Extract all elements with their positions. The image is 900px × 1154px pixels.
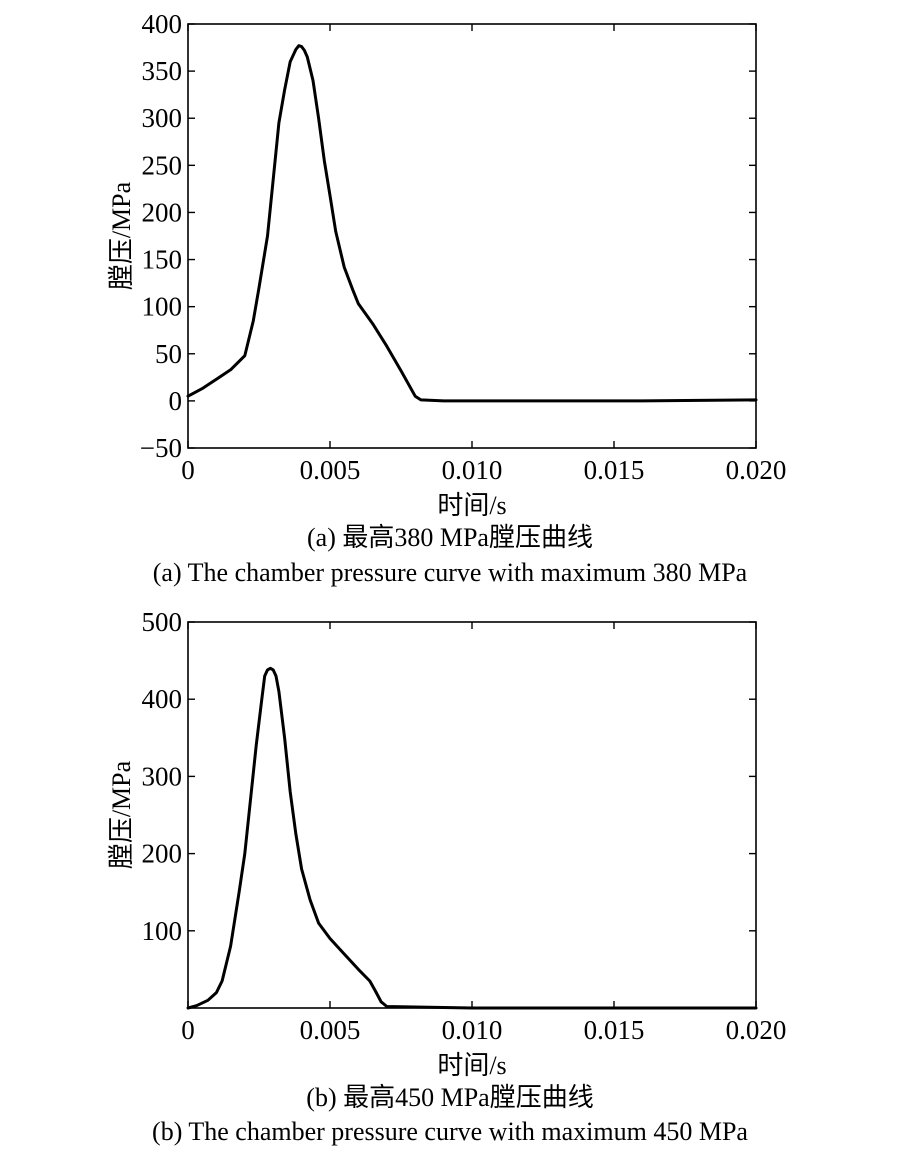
x-tick-label: 0.020 [726,455,787,485]
x-tick-label: 0 [181,455,195,485]
y-tick-label: 250 [142,150,183,180]
x-tick-label: 0 [181,1015,195,1045]
caption-b-english: (b) The chamber pressure curve with maxi… [152,1117,748,1146]
chart-panel-a: 0 0.005 0.010 0.015 0.020 −50 0 50 100 150 200 250 3… [107,9,787,587]
caption-a-chinese: (a) 最高380 MPa膛压曲线 [307,523,593,552]
y-tick-label: 200 [142,839,183,869]
y-tick-label: 100 [142,916,183,946]
y-tick-label: 150 [142,245,183,275]
caption-a-english: (a) The chamber pressure curve with maxi… [152,558,748,587]
pressure-curve [186,666,758,1010]
y-tick-label: −50 [140,433,182,463]
x-tick-label: 0.010 [442,455,503,485]
chart-panel-b: 0 0.005 0.010 0.015 0.020 100 200 300 400 500 时间/s… [0,600,900,1154]
plot-frame [187,23,757,449]
y-tick-label: 100 [142,292,183,322]
x-axis-label: 时间/s [437,1051,506,1080]
plot-frame [187,621,757,1009]
chart-a: 0 0.005 0.010 0.015 0.020−500501001502002503… [107,9,787,520]
x-tick-label: 0.015 [584,1015,645,1045]
y-tick-label: 300 [142,103,183,133]
y-tick-label: 200 [142,197,183,227]
y-axis-label: 膛压/MPa [107,760,136,869]
x-tick-label: 0.005 [300,1015,361,1045]
x-axis-label: 时间/s [437,491,506,520]
y-axis-label: 膛压/MPa [107,181,136,290]
y-tick-label: 400 [142,684,183,714]
y-tick-label: 400 [142,9,183,39]
x-tick-label: 0.015 [584,455,645,485]
y-tick-label: 300 [142,761,183,791]
y-tick-label: 0 [169,386,183,416]
y-tick-label: 350 [142,56,183,86]
x-tick-label: 0.010 [442,1015,503,1045]
pressure-curve [186,44,758,403]
y-tick-label: 500 [142,607,183,637]
y-tick-label: 50 [155,339,182,369]
caption-b-chinese: (b) 最高450 MPa膛压曲线 [306,1083,594,1112]
x-tick-label: 0.020 [726,1015,787,1045]
chart-b: 0 0.005 0.010 0.015 0.020 100 200 300 400 500 时间/s… [107,607,787,1080]
x-tick-label: 0.005 [300,455,361,485]
